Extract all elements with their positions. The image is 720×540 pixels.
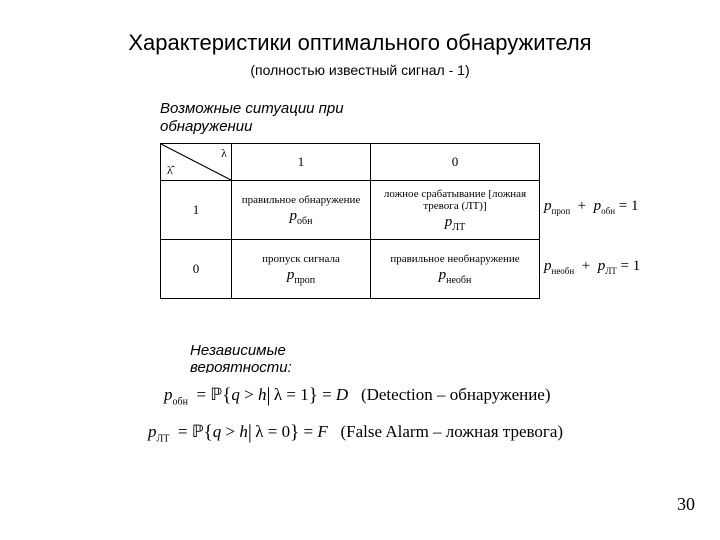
cell-11-sub: обн [297,216,312,227]
f1-cond: = 1 [282,385,309,404]
cell-00-text: правильное необнаружение [375,253,535,265]
formula-false-alarm: pЛТ = ℙ{q > h| λ = 0} = F (False Alarm –… [148,420,563,444]
cell-01: пропуск сигнала pпроп [232,240,371,299]
cell-01-text: пропуск сигнала [236,253,366,265]
cell-11: правильное обнаружение pобн [232,181,371,240]
f2-sub: ЛТ [157,433,170,444]
cell-10-text: ложное срабатывание [ложная тревога (ЛТ)… [375,188,535,212]
cell-01-sub: проп [294,275,315,286]
f1-letter: D [336,385,348,404]
cell-11-text: правильное обнаружение [236,194,366,206]
eq2-sub1: необн [552,266,575,276]
f1-explain: (Detection – обнаружение) [361,385,551,404]
cell-10-prob: pЛТ [375,214,535,233]
slide: Характеристики оптимального обнаружителя… [0,0,720,540]
situations-table: λ λ̂ 1 0 1 правильное обнаружение pобн л… [160,143,540,299]
eq1-rhs: = 1 [619,198,639,214]
cell-00-prob: pнеобн [375,267,535,286]
f2-cond: = 0 [264,422,291,441]
eq1-sub2: обн [601,206,615,216]
eq2-rhs: = 1 [621,258,641,274]
page-title: Характеристики оптимального обнаружителя [0,30,720,56]
section-heading-probabilities: Независимые вероятности: [190,343,390,373]
cell-11-prob: pобн [236,208,366,227]
page-subtitle: (полностью известный сигнал - 1) [0,62,720,78]
f2-explain: (False Alarm – ложная тревога) [341,422,564,441]
lambda-hat-label: λ̂ [167,163,173,178]
page-number: 30 [677,494,695,515]
cell-00-sub: необн [446,275,471,286]
table-corner-cell: λ λ̂ [161,144,232,181]
cell-10: ложное срабатывание [ложная тревога (ЛТ)… [371,181,540,240]
row-header-0: 0 [161,240,232,299]
f1-sub: обн [173,396,188,407]
section-heading-situations: Возможные ситуации при обнаружении [160,100,420,136]
f2-letter: F [317,422,327,441]
cell-00: правильное необнаружение pнеобн [371,240,540,299]
row-header-1: 1 [161,181,232,240]
formula-detection: pобн = ℙ{q > h| λ = 1} = D (Detection – … [164,383,551,407]
side-equation-2: pнеобн + pЛТ = 1 [544,258,640,276]
eq2-sub2: ЛТ [605,266,617,276]
cell-01-prob: pпроп [236,267,366,286]
cell-10-sub: ЛТ [452,222,465,233]
col-header-1: 1 [232,144,371,181]
col-header-0: 0 [371,144,540,181]
side-equation-1: pпроп + pобн = 1 [544,198,638,216]
eq1-sub1: проп [552,206,571,216]
lambda-label: λ [221,146,227,161]
